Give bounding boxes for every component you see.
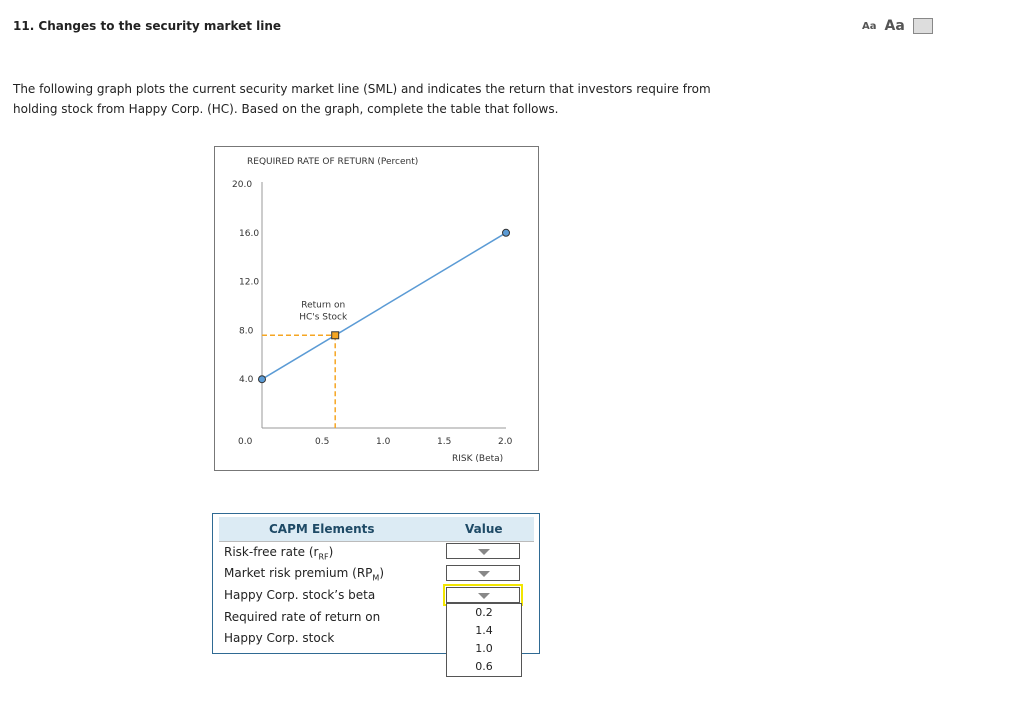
sml-chart: REQUIRED RATE OF RETURN (Percent) 20.0 4.0… [214, 146, 539, 471]
hc-stock-marker [331, 331, 340, 340]
y-tick-label: 8.0 [239, 326, 254, 336]
x-tick-label: 1.5 [437, 437, 451, 447]
x-tick-label: 0.5 [315, 437, 329, 447]
dropdown-option[interactable]: 1.0 [475, 642, 493, 655]
row-label: Risk-free rate (r [224, 545, 319, 559]
row-label: Required rate of return on [224, 610, 381, 624]
table-row-label: Happy Corp. stock’s beta [224, 588, 375, 602]
x-tick-label: 2.0 [498, 437, 513, 447]
row-label: Happy Corp. stock [224, 631, 335, 645]
dropdown-option[interactable]: 0.2 [475, 606, 493, 619]
sml-point [258, 375, 266, 384]
dropdown-option[interactable]: 1.4 [475, 624, 493, 637]
table-row-label: Risk-free rate (rRF) [224, 545, 333, 561]
sml-point [502, 228, 510, 237]
row-suffix: ) [328, 545, 334, 559]
dropdown-option[interactable]: 0.6 [475, 660, 493, 673]
y-tick-label: 4.0 [239, 375, 254, 385]
market-risk-premium-dropdown[interactable] [446, 565, 520, 581]
y-tick-label: 12.0 [239, 278, 259, 288]
table-row-label: Happy Corp. stock [224, 631, 334, 645]
risk-free-rate-dropdown[interactable] [446, 543, 520, 559]
small-font-button[interactable]: Aa [862, 20, 877, 32]
row-subscript: M [372, 573, 380, 583]
beta-dropdown[interactable] [446, 587, 520, 603]
y-axis-label: REQUIRED RATE OF RETURN (Percent) [247, 157, 418, 167]
table-row-label: Required rate of return on [224, 610, 380, 624]
row-suffix: ) [379, 566, 384, 580]
x-axis-label: RISK (Beta) [452, 454, 503, 464]
y-tick-label: 16.0 [239, 229, 259, 239]
chart-svg: REQUIRED RATE OF RETURN (Percent) 20.0 4.0… [232, 157, 513, 464]
table-row-label: Market risk premium (RPM) [224, 566, 384, 582]
row-label: Happy Corp. stock’s beta [224, 588, 376, 602]
header-value: Value [465, 522, 503, 536]
hc-label-line1: Return on [301, 300, 345, 310]
row-subscript: RF [318, 552, 329, 562]
x-tick-label: 0.0 [238, 437, 253, 447]
header-capm-elements: CAPM Elements [269, 522, 375, 536]
table-header: CAPM Elements Value [219, 517, 534, 542]
row-label: Market risk premium (RP [224, 566, 373, 580]
sml-line [261, 232, 507, 380]
x-tick-label: 1.0 [376, 437, 391, 447]
question-title: 11. Changes to the security market line [13, 19, 282, 33]
hc-label-line2: HC's Stock [299, 312, 348, 322]
printer-icon[interactable] [912, 18, 933, 34]
capm-table: CAPM Elements Value Risk-free rate (rRF)… [212, 513, 540, 654]
intro-text: The following graph plots the current se… [13, 82, 711, 116]
toolbar: Aa Aa [862, 18, 933, 34]
y-tick-label: 20.0 [232, 180, 252, 190]
beta-dropdown-options[interactable]: 0.2 1.4 1.0 0.6 [446, 603, 522, 677]
large-font-button[interactable]: Aa [884, 18, 905, 34]
